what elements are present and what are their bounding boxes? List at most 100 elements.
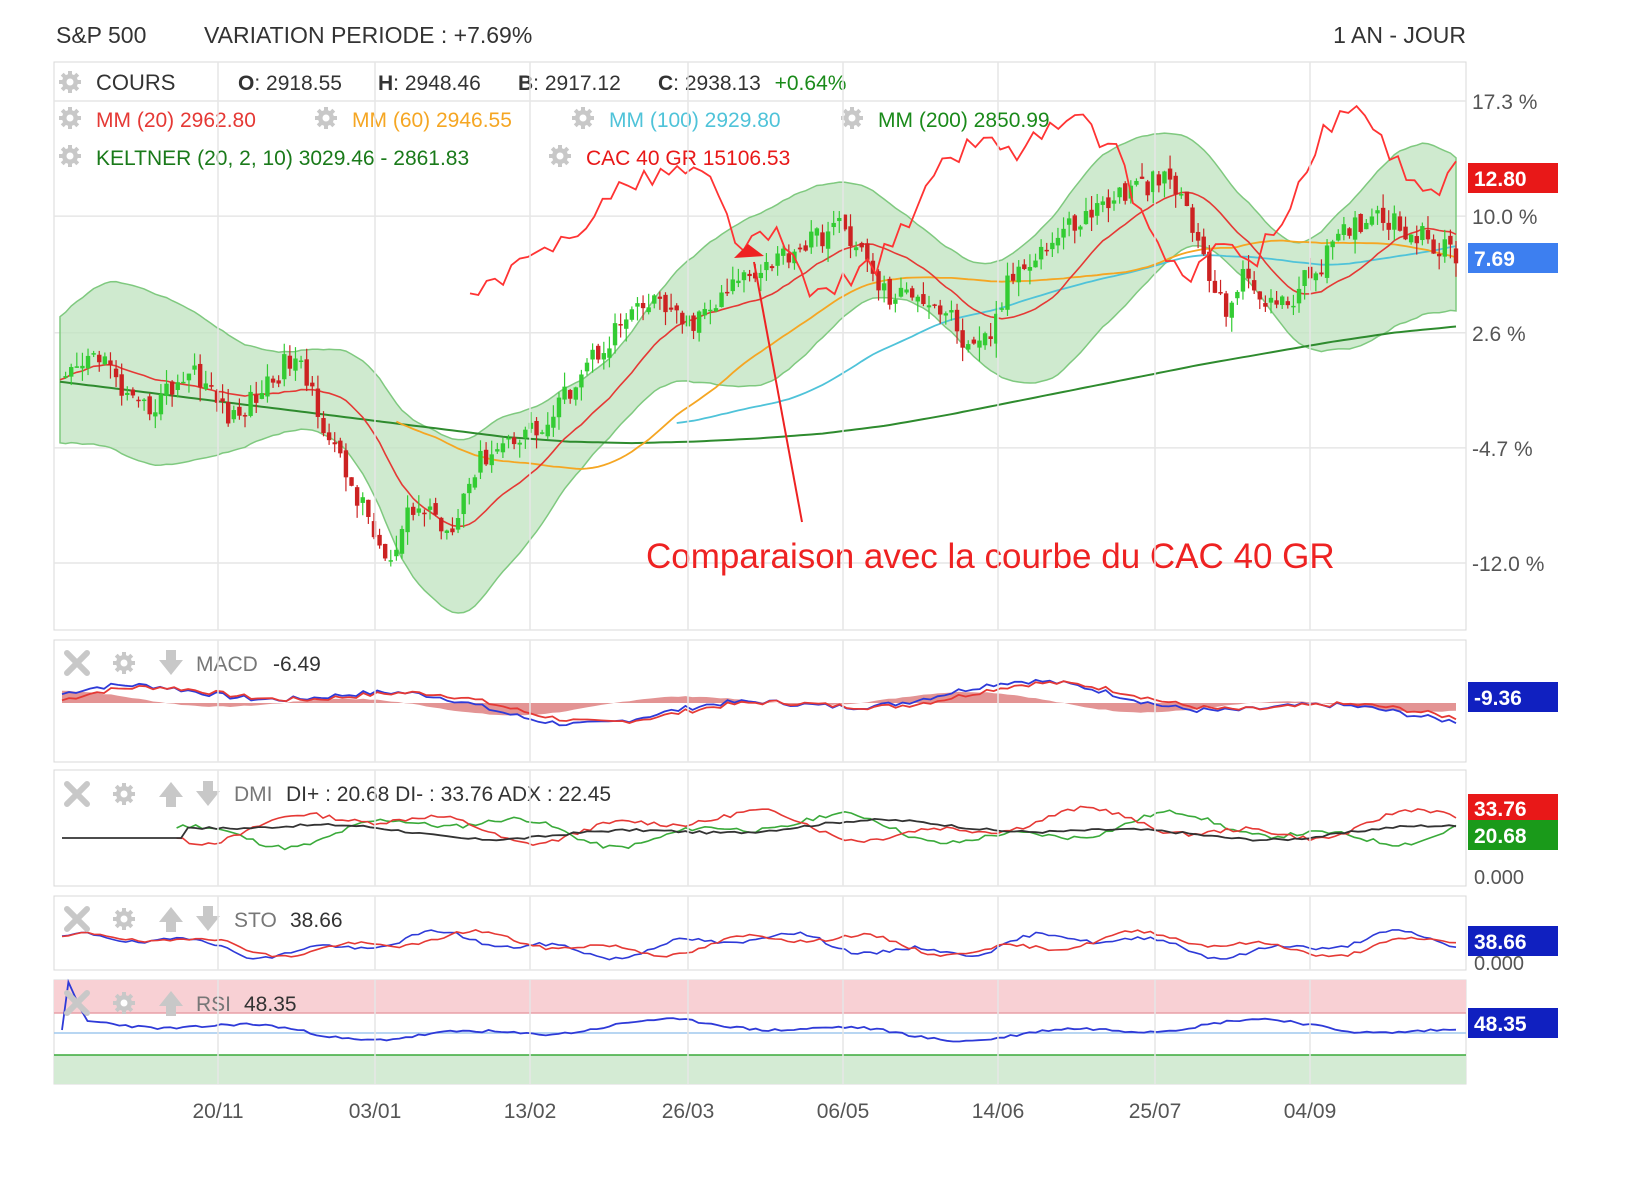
candle-body [455, 518, 461, 530]
keltner-legend: KELTNER (20, 2, 10) 3029.46 - 2861.83 [96, 147, 469, 170]
annotation-arrow-line [753, 261, 803, 523]
gear-icon[interactable] [315, 107, 337, 129]
candle-body [1072, 215, 1077, 231]
candle-body [164, 383, 169, 396]
close-value: : 2938.13 [673, 72, 761, 95]
candle-body [310, 382, 315, 387]
candle-body [1038, 246, 1044, 260]
di-plus-badge-value: 20.68 [1474, 825, 1527, 848]
gear-icon[interactable] [841, 107, 863, 129]
rsi-panel: RSI 48.35 48.35 [53, 978, 1558, 1085]
ohlc-values: O: 2918.55 H: 2948.46 B: 2917.12 C: 2938… [238, 72, 846, 95]
candle-body [708, 309, 713, 312]
candle-body [551, 416, 556, 428]
candle-body [220, 398, 225, 402]
gear-icon[interactable] [113, 908, 135, 930]
candle-body [1268, 297, 1274, 303]
cours-label: COURS [96, 70, 175, 95]
macd-badge-value: -9.36 [1474, 687, 1522, 710]
gear-icon[interactable] [113, 652, 135, 674]
candle-body [1263, 303, 1268, 307]
candle-body [405, 507, 410, 533]
main-price-panel: 17.3 %10.0 %2.6 %-4.7 %-12.0 % COURS O: … [53, 61, 1558, 631]
candle-body [837, 217, 842, 222]
rsi-line [61, 978, 1457, 1043]
candle-body [674, 305, 679, 311]
close-key: C [658, 72, 673, 95]
sto-value: 38.66 [290, 909, 343, 932]
candle-body [343, 450, 349, 478]
candle-body [1403, 226, 1408, 240]
candle-body [1010, 273, 1016, 281]
open-value: : 2918.55 [254, 72, 342, 95]
candle-body [607, 348, 612, 358]
candle-body [119, 374, 124, 396]
sto-badge [1468, 926, 1558, 956]
candle-body [270, 378, 276, 383]
candle-body [584, 362, 590, 372]
candle-body [1235, 291, 1240, 299]
mm20-line [59, 191, 1457, 528]
candle-body [859, 242, 864, 248]
candle-body [97, 354, 102, 363]
candle-body [977, 340, 982, 348]
candle-body [539, 432, 545, 434]
gear-icon[interactable] [59, 107, 81, 129]
gear-icon[interactable] [113, 992, 135, 1014]
candle-body [1190, 207, 1195, 233]
candle-body [197, 363, 203, 388]
candle-body [1408, 234, 1414, 243]
candle-body [1313, 273, 1319, 281]
candle-body [1375, 210, 1380, 214]
candle-body [1302, 270, 1307, 286]
gear-icon[interactable] [572, 107, 594, 129]
candle-body [1044, 249, 1049, 252]
gear-icon[interactable] [113, 783, 135, 805]
macd-histogram [62, 690, 1456, 716]
candle-body [988, 336, 993, 339]
candle-body [949, 310, 954, 313]
candle-body [500, 443, 506, 453]
candle-body [495, 449, 500, 452]
candle-body [158, 394, 164, 415]
gear-icon[interactable] [59, 145, 81, 167]
candle-body [416, 508, 422, 513]
candle-body [848, 226, 853, 246]
candle-body [74, 366, 80, 368]
gear-icon[interactable] [59, 71, 81, 93]
candle-body [1022, 264, 1027, 269]
candle-body [85, 355, 91, 369]
candle-body [394, 549, 399, 557]
y-tick-label: 17.3 % [1472, 91, 1537, 114]
candle-body [366, 499, 371, 517]
y-tick-label: -12.0 % [1472, 553, 1544, 576]
candle-body [646, 307, 651, 313]
candle-body [820, 232, 825, 247]
candle-body [1162, 171, 1167, 184]
period-selector[interactable]: 1 AN - JOUR [1333, 22, 1466, 48]
candle-body [130, 389, 136, 396]
candle-body [461, 493, 466, 515]
candle-body [1201, 236, 1206, 255]
candle-body [904, 289, 909, 293]
candle-body [360, 497, 365, 503]
candle-body [853, 247, 859, 251]
candle-body [1448, 235, 1453, 245]
candle-body [1005, 275, 1010, 310]
gear-icon[interactable] [549, 145, 571, 167]
candle-body [1195, 231, 1201, 241]
x-tick-label: 20/11 [193, 1100, 244, 1123]
candle-body [399, 528, 405, 554]
sto-panel: STO 38.66 0.000 38.66 [53, 895, 1558, 975]
candle-body [1078, 226, 1083, 230]
candle-body [1257, 291, 1262, 300]
candle-body [1392, 213, 1397, 230]
candle-body [713, 308, 719, 312]
candle-body [1106, 197, 1111, 209]
candle-body [1212, 280, 1218, 293]
candle-body [758, 272, 764, 279]
candle-body [80, 365, 85, 369]
candle-body [1347, 228, 1352, 236]
dmi-frame [53, 769, 1467, 887]
